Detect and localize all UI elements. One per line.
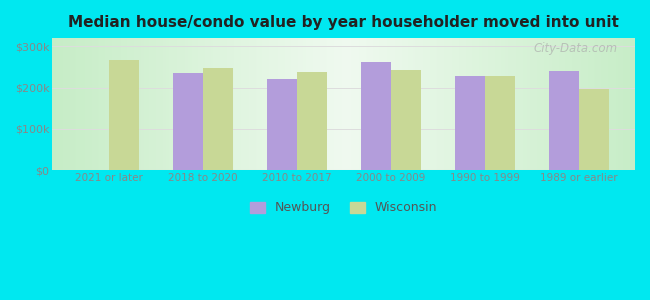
Bar xyxy=(578,89,608,170)
Bar xyxy=(109,60,139,170)
Legend: Newburg, Wisconsin: Newburg, Wisconsin xyxy=(245,196,443,220)
Text: City-Data.com: City-Data.com xyxy=(534,42,618,55)
Bar xyxy=(296,72,327,170)
Bar xyxy=(485,76,515,170)
Bar xyxy=(454,76,485,170)
Bar xyxy=(266,79,296,170)
Bar xyxy=(361,62,391,170)
Title: Median house/condo value by year householder moved into unit: Median house/condo value by year househo… xyxy=(68,15,619,30)
Bar xyxy=(549,71,578,170)
Bar xyxy=(391,70,421,170)
Bar xyxy=(203,68,233,170)
Bar xyxy=(173,73,203,170)
